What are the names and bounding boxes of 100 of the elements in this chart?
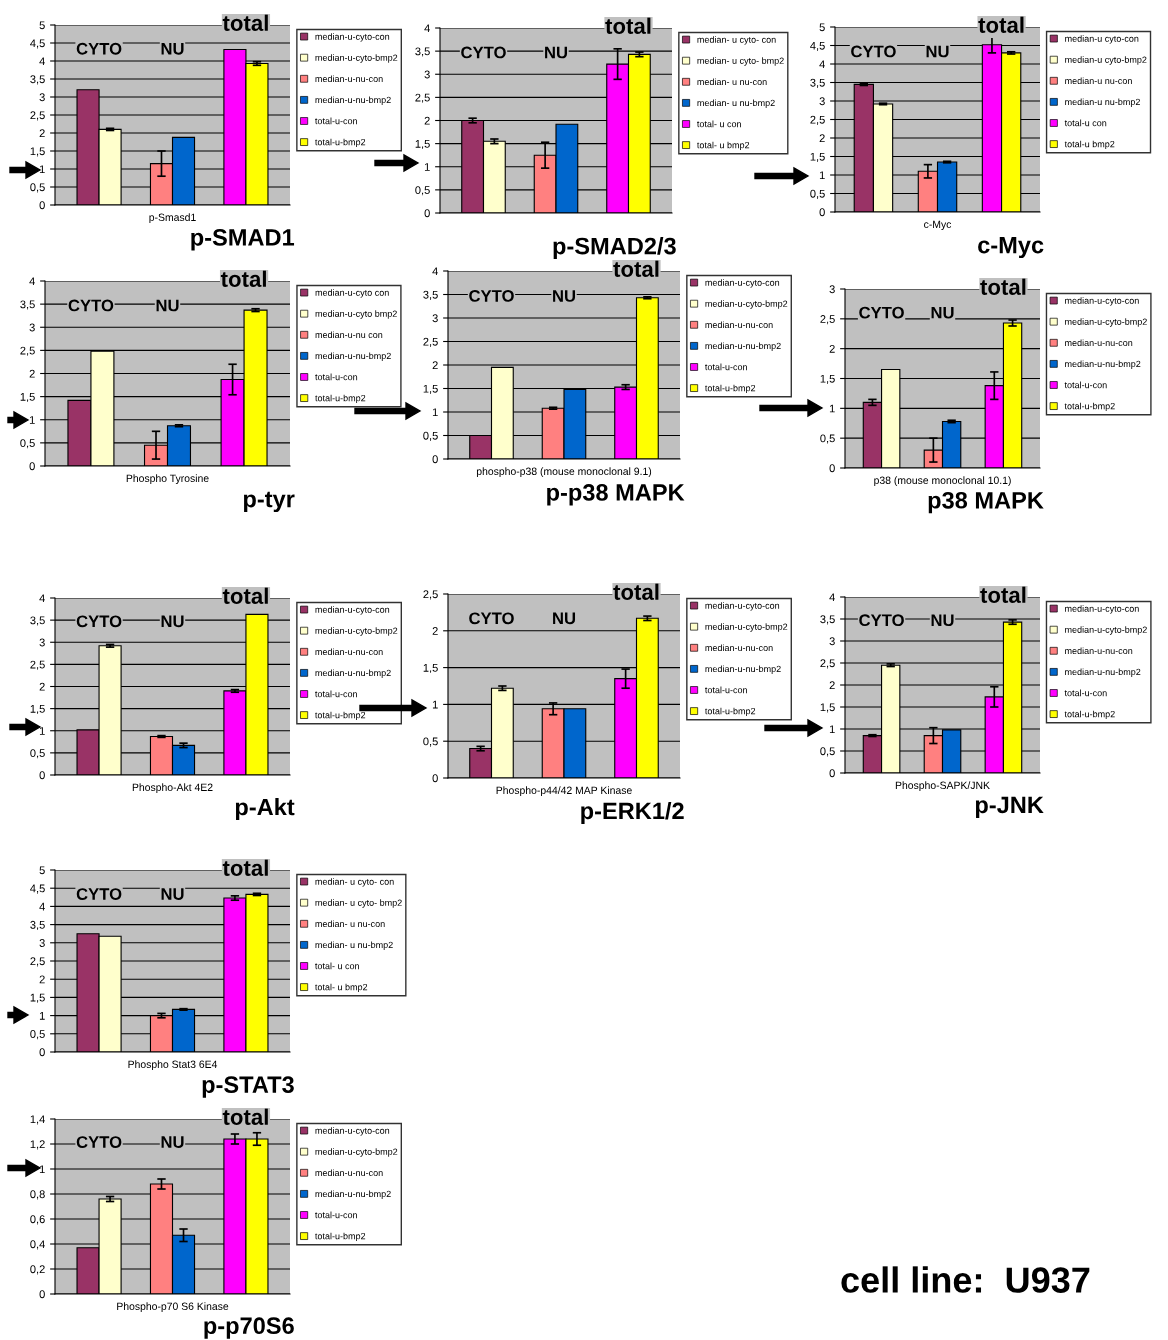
x-tick-label: CYTO [76,888,122,900]
y-tick-label: 5 [39,21,45,30]
x-tick-label: total [220,270,266,287]
legend-label: total-u con [1064,119,1107,127]
y-tick-label: 3 [432,314,438,323]
legend-label: median- u cyto- bmp2 [315,899,402,908]
y-tick-label: 0,8 [30,1190,45,1200]
y-tick-label: 3 [819,97,825,106]
y-tick-label: 3 [29,323,35,332]
legend-label: total-u-con [315,117,357,125]
y-tick-label: 4 [432,267,438,276]
y-tick-label: 3 [829,285,835,294]
legend-label: median- u nu-con [697,78,767,86]
y-tick-label: 0,5 [20,439,35,449]
y-tick-label: 2 [29,369,35,378]
legend-label: total- u con [697,120,741,128]
y-tick-label: 2,5 [30,660,45,670]
y-tick-label: 0,5 [423,737,438,747]
y-tick-label: 4 [819,60,825,69]
legend-label: median-u-cyto-con [1065,605,1139,614]
legend-label: median-u-cyto-con [705,602,780,611]
y-tick-label: 1 [829,725,835,734]
y-tick-label: 1 [432,408,438,417]
y-tick-label: 1,5 [30,147,45,157]
legend-label: median-u-nu-bmp2 [315,96,391,105]
legend-label: median-u-nu-bmp2 [705,342,781,351]
x-axis-title: Phospho Tyrosine [126,474,209,485]
y-tick-label: 1 [39,1165,45,1174]
x-tick-label: CYTO [76,1136,122,1148]
y-tick-label: 0,5 [415,186,430,196]
legend-label: total-u-con [315,373,358,381]
y-tick-label: 0 [819,208,825,217]
x-axis-title: Phospho-p44/42 MAP Kinase [496,786,632,797]
y-tick-label: 2,5 [415,93,430,103]
y-tick-label: 3 [829,637,835,646]
y-tick-label: 0,5 [30,1030,45,1040]
y-tick-label: 0 [829,769,835,778]
x-tick-label: NU [545,46,568,59]
y-tick-label: 2 [39,682,45,691]
legend-label: median-u cyto-con [1065,35,1139,44]
legend-label: median-u-cyto con [315,289,389,298]
y-tick-label: 0,5 [810,189,825,199]
legend-label: median-u-cyto bmp2 [315,310,397,319]
y-tick-label: 1,4 [30,1115,45,1125]
legend-label: median-u-nu-bmp2 [315,1190,391,1199]
legend-label: median- u cyto- con [315,878,394,887]
legend-label: median-u-nu-con [1065,647,1133,655]
y-tick-label: 1 [819,171,825,180]
y-tick-label: 4 [39,594,45,603]
y-tick-label: 1,5 [423,663,438,674]
y-tick-label: 3,5 [30,616,45,626]
x-tick-label: total [613,583,659,600]
x-tick-label: CYTO [76,42,122,55]
legend-label: total-u-bmp2 [1064,402,1115,412]
y-tick-label: 1,5 [820,374,835,384]
x-tick-label: total [980,586,1026,603]
legend-label: median-u-cyto-bmp2 [1065,318,1147,327]
x-tick-label: total [222,14,268,31]
y-tick-label: 2,5 [820,659,835,669]
y-tick-label: 1 [29,416,35,424]
x-tick-label: total [605,17,651,34]
legend-label: total- u bmp2 [697,141,750,151]
y-tick-label: 0,5 [820,434,835,444]
legend-label: median- u nu-con [315,920,385,928]
text: p-SMAD1 [191,229,295,251]
y-tick-label: 0,5 [30,749,45,759]
legend-label: median-u-nu-con [705,644,773,652]
x-tick-label: CYTO [859,614,904,627]
y-tick-label: 3,5 [30,75,45,85]
legend-label: median-u-nu-con [705,321,773,329]
legend-label: total-u-bmp2 [315,394,366,404]
x-tick-label: total [222,1108,268,1125]
y-tick-label: 2 [39,975,45,984]
legend-label: total-u-con [315,690,357,698]
legend-label: median-u-cyto-bmp2 [705,300,788,309]
y-tick-label: 0 [39,201,45,210]
x-tick-label: NU [553,290,576,302]
x-tick-label: CYTO [469,289,514,302]
legend-label: median- u nu-bmp2 [315,941,393,950]
x-tick-label: total [613,260,659,277]
x-tick-label: NU [926,45,949,58]
y-tick-label: 3 [39,638,45,647]
legend-label: median-u-nu-con [1065,339,1133,347]
x-tick-label: total [222,859,268,876]
y-tick-label: 3 [39,939,45,947]
x-axis-title: p-Smasd1 [149,213,196,224]
legend-label: median-u-nu-bmp2 [315,352,391,361]
y-tick-label: 0,5 [30,183,45,193]
y-tick-label: 3,5 [415,47,430,57]
x-tick-label: CYTO [469,612,514,625]
x-tick-label: CYTO [851,45,896,58]
legend-label: median-u nu-con [1065,77,1132,85]
y-tick-label: 3,5 [810,78,825,88]
y-tick-label: 1 [829,404,835,413]
y-tick-label: 0 [432,455,438,464]
legend-label: median-u-nu-bmp2 [315,669,391,678]
y-tick-label: 4 [39,902,45,911]
y-tick-label: 3 [39,93,45,102]
x-tick-label: CYTO [68,299,114,312]
x-axis-title: Phospho Stat3 6E4 [128,1060,218,1071]
